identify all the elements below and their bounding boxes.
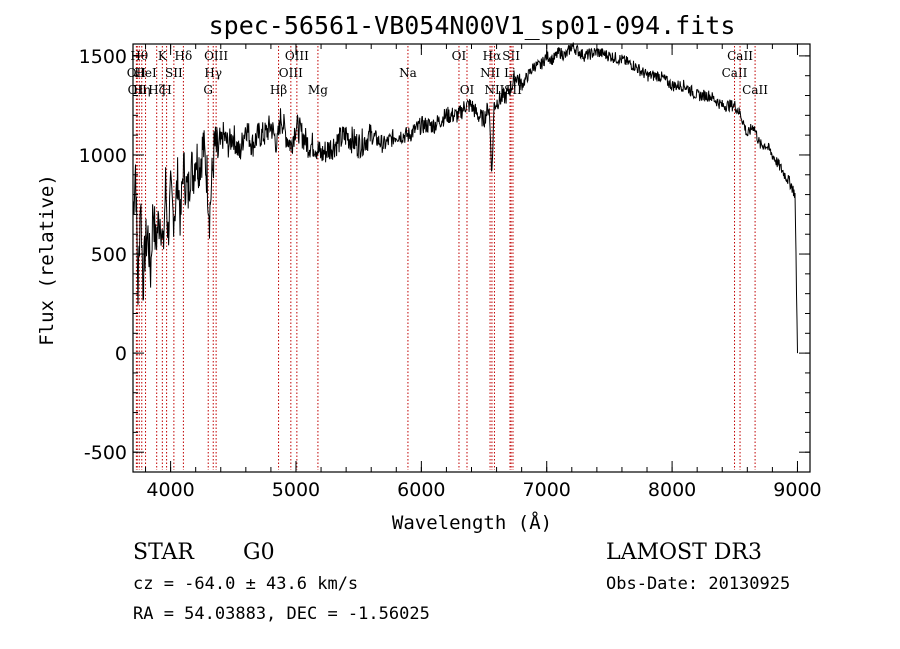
line-label-10: G [203,83,213,97]
survey-name: LAMOST DR3 [606,540,762,565]
line-label-21: Hα [483,49,502,63]
line-label-17: Na [399,66,417,80]
y-axis-label: Flux (relative) [36,174,58,346]
line-label-3: Hη [133,83,151,97]
y-tick-label: -500 [84,442,127,464]
line-label-11: Hγ [204,66,222,80]
line-label-8: SII [165,66,183,80]
line-label-24: SII [502,49,520,63]
object-subclass: G0 [243,540,275,565]
line-label-23: Li [504,66,516,80]
spectrum-series [132,42,798,354]
x-tick-label: 5000 [272,479,320,501]
x-tick-label: 4000 [146,479,194,501]
line-label-26: CaII [722,66,748,80]
x-tick-label: 8000 [648,479,696,501]
emission-line-markers: OIIOIIHθHηHeIHζKHSIIHδGHγOIIIHβOIIIOIIIM… [127,46,768,470]
line-label-18: OI [452,49,467,63]
y-tick-label: 1500 [79,46,127,68]
redshift-cz: cz = -64.0 ± 43.6 km/s [133,574,359,594]
line-label-16: Mg [308,83,328,97]
line-label-13: Hβ [270,83,287,97]
line-label-27: CaII [727,49,753,63]
line-label-20: NII [480,66,500,80]
ra-dec-coordinates: RA = 54.03883, DEC = -1.56025 [133,604,430,624]
spectrum-line [132,42,798,354]
line-label-4: HeI [134,66,157,80]
y-tick-label: 500 [91,244,127,266]
line-label-9: Hδ [175,49,193,63]
y-tick-label: 1000 [79,145,127,167]
object-class: STAR [133,540,194,565]
line-label-6: K [158,49,168,63]
x-tick-label: 7000 [523,479,571,501]
x-tick-label: 9000 [773,479,821,501]
y-tick-label: 0 [115,343,127,365]
line-label-15: OIII [285,49,309,63]
line-label-0: OII [127,66,147,80]
line-label-14: OIII [279,66,303,80]
chart-title: spec-56561-VB054N00V1_sp01-094.fits [209,11,736,40]
line-label-7: H [161,83,171,97]
line-label-12: OIII [204,49,228,63]
x-axis-label: Wavelength (Å) [392,511,552,534]
line-label-19: OI [460,83,475,97]
line-label-28: CaII [742,83,768,97]
line-label-5: Hζ [148,83,165,97]
axis-ticks: 4000 5000 6000 7000 8000 9000 -500 0 500 1000 1500 [79,44,822,501]
observation-date: Obs-Date: 20130925 [606,574,791,594]
x-tick-label: 6000 [397,479,445,501]
